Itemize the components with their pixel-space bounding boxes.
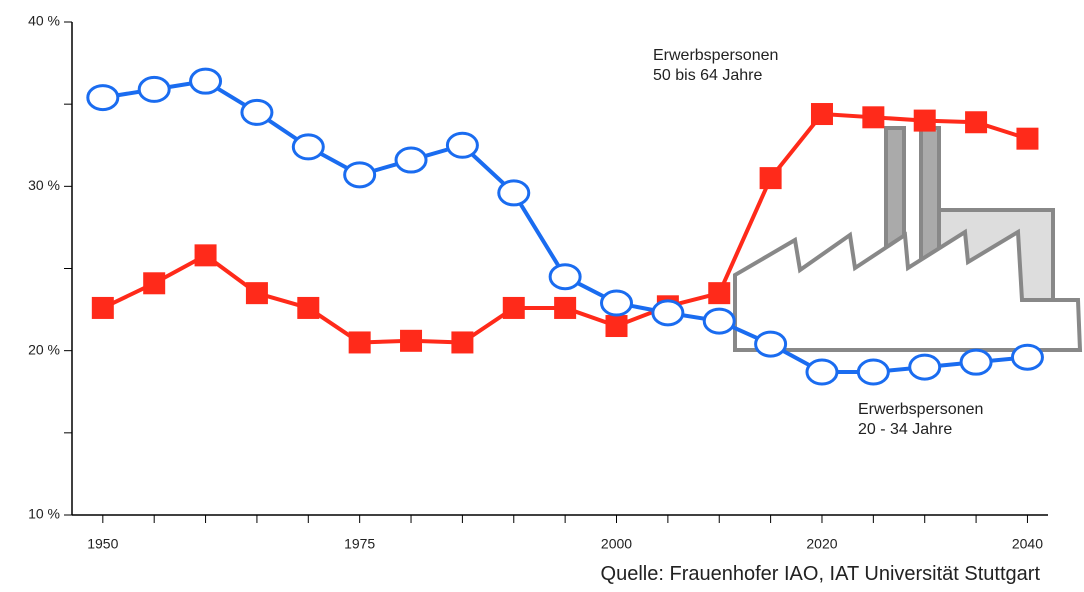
marker xyxy=(858,360,888,384)
marker xyxy=(503,297,525,319)
marker xyxy=(195,244,217,266)
y-tick-label: 30 % xyxy=(28,177,60,193)
source-note: Quelle: Frauenhofer IAO, IAT Universität… xyxy=(601,563,1041,585)
x-tick-label: 2000 xyxy=(601,536,632,552)
marker xyxy=(807,360,837,384)
marker xyxy=(1016,128,1038,150)
x-tick-label: 1975 xyxy=(344,536,375,552)
y-tick-label: 40 % xyxy=(28,13,60,29)
y-tick-label: 10 % xyxy=(28,506,60,522)
marker xyxy=(246,282,268,304)
marker xyxy=(708,282,730,304)
marker xyxy=(345,163,375,187)
marker xyxy=(242,100,272,124)
annotation-line: 50 bis 64 Jahre xyxy=(653,67,763,84)
marker xyxy=(293,135,323,159)
annotation: Erwerbspersonen 50 bis 64 Jahre xyxy=(653,47,778,84)
marker xyxy=(704,309,734,333)
factory-illustration xyxy=(735,128,1080,350)
marker xyxy=(499,181,529,205)
y-tick-label: 20 % xyxy=(28,341,60,357)
marker xyxy=(756,332,786,356)
marker xyxy=(451,331,473,353)
marker xyxy=(914,110,936,132)
marker xyxy=(1012,345,1042,369)
x-tick-label: 2020 xyxy=(806,536,837,552)
marker xyxy=(400,330,422,352)
marker xyxy=(92,297,114,319)
marker xyxy=(910,355,940,379)
x-tick-label: 2040 xyxy=(1012,536,1043,552)
marker xyxy=(143,272,165,294)
chart: 10 % 20 % 30 % 40 % 1950 1975 2000 2020 2040 Erwe… xyxy=(0,0,1084,592)
marker xyxy=(760,167,782,189)
x-tick-label: 1950 xyxy=(87,536,118,552)
marker xyxy=(811,103,833,125)
annotation-line: 20 - 34 Jahre xyxy=(858,421,952,438)
marker xyxy=(653,301,683,325)
page: {"chart_data": {"type": "line", "x": [19… xyxy=(0,0,1084,592)
marker xyxy=(447,133,477,157)
annotation-line: Erwerbspersonen xyxy=(858,401,983,418)
annotation: Erwerbspersonen 20 - 34 Jahre xyxy=(858,401,983,438)
marker xyxy=(862,106,884,128)
marker xyxy=(396,148,426,172)
marker xyxy=(961,350,991,374)
annotation-line: Erwerbspersonen xyxy=(653,47,778,64)
marker xyxy=(965,111,987,133)
marker xyxy=(349,331,371,353)
chimney xyxy=(921,128,939,258)
marker xyxy=(191,69,221,93)
marker xyxy=(606,315,628,337)
marker xyxy=(88,86,118,110)
marker xyxy=(602,291,632,315)
marker xyxy=(550,265,580,289)
marker xyxy=(297,297,319,319)
marker xyxy=(554,297,576,319)
marker xyxy=(139,77,169,101)
